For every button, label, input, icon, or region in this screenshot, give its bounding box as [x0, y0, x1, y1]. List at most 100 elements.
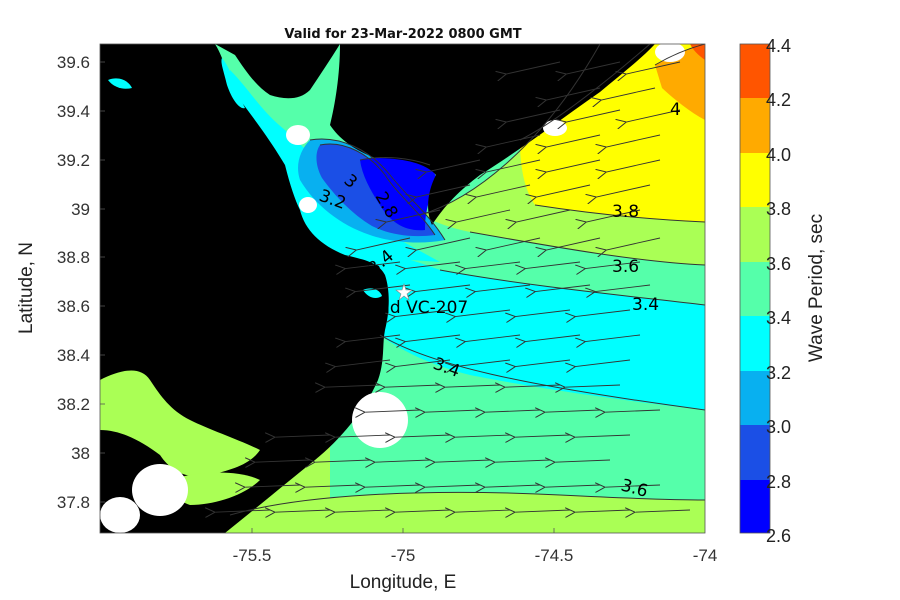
wave-arrow: [335, 359, 391, 367]
wave-arrow: [486, 134, 541, 147]
wave-arrow: [506, 61, 561, 74]
y-tick-label: 39.2: [57, 151, 90, 170]
wave-arrow: [365, 410, 421, 412]
wave-arrow: [525, 261, 581, 269]
wave-arrow: [585, 261, 641, 269]
wave-arrow: [606, 237, 661, 250]
colorbar-swatch-4-0: [740, 153, 770, 207]
station-marker[interactable]: Wind VC-207: [358, 283, 468, 318]
wave-arrow: [315, 460, 371, 462]
wave-arrow: [425, 485, 481, 487]
colorbar-swatch-4-4: [740, 44, 770, 98]
wave-arrow: [385, 385, 441, 387]
wave-arrow: [485, 410, 541, 412]
station-star-icon: [395, 283, 413, 301]
wave-arrow: [255, 460, 311, 462]
wave-arrow: [405, 334, 461, 342]
colorbar-tick-label: 3.0: [766, 417, 791, 437]
wave-arrow: [626, 61, 681, 74]
wave-arrow: [545, 410, 601, 412]
wave-arrow: [405, 261, 461, 269]
wave-arrow: [601, 87, 656, 100]
colorbar-swatch-2-8: [740, 480, 770, 533]
x-tick-label: -74: [693, 546, 718, 565]
wave-arrow: [395, 435, 451, 437]
wave-arrow: [596, 184, 651, 197]
wave-arrow: [435, 460, 491, 462]
wave-arrow: [426, 159, 481, 172]
land-delmarva-upper: [215, 44, 340, 99]
y-tick-label: 39: [71, 200, 90, 219]
wave-arrow: [575, 435, 631, 437]
wave-direction-arrows: [215, 61, 691, 512]
band-4-4: [690, 44, 705, 60]
wave-arrow: [275, 435, 331, 437]
wave-arrow: [515, 510, 571, 512]
wave-arrow: [566, 61, 621, 74]
contour-label-3-4-east: 3.4: [632, 295, 659, 315]
wave-arrow: [505, 385, 561, 387]
coastal-waterways: [100, 58, 382, 505]
colorbar-tick-label: 2.8: [766, 472, 791, 492]
x-axis-label: Longitude, E: [350, 572, 457, 593]
colorbar-frame: [739, 43, 771, 534]
map-plot-area: 4 3.8 3.6 3.4 3.4 3.6 3.4 3.2 3 2.8 Wind…: [100, 44, 705, 533]
colorbar-tick-label: 4.4: [766, 36, 791, 56]
chart-title: Valid for 23-Mar-2022 0800 GMT: [284, 27, 521, 42]
y-tick-label: 38.4: [57, 346, 90, 365]
wave-arrow: [575, 510, 631, 512]
wave-arrow: [566, 109, 621, 122]
colorbar-swatch-4-2: [740, 98, 770, 153]
wave-arrow: [455, 359, 511, 367]
colorbar-swatch-3-8: [740, 207, 770, 262]
colorbar-tick-label: 4.2: [766, 90, 791, 110]
wave-arrow: [345, 261, 401, 269]
wave-arrow: [465, 261, 521, 269]
wave-arrow: [546, 159, 601, 172]
band-3-4: [300, 240, 705, 410]
wave-arrow: [395, 510, 451, 512]
wave-arrow: [595, 284, 651, 292]
wave-arrow: [606, 159, 661, 172]
wave-arrow: [626, 109, 681, 122]
y-tick-label: 38.8: [57, 248, 90, 267]
wave-arrow: [515, 309, 571, 317]
wave-arrow: [485, 485, 541, 487]
wave-arrow: [416, 184, 471, 197]
wave-arrow: [455, 309, 511, 317]
wave-arrow: [455, 435, 511, 437]
wave-arrow: [585, 334, 641, 342]
x-axis: -75.5 -75 -74.5 -74: [233, 528, 718, 565]
wave-arrow: [546, 134, 601, 147]
wave-arrow: [305, 485, 361, 487]
x-tick-label: -74.5: [535, 546, 574, 565]
station-label: Wind VC-207: [358, 298, 468, 318]
x-tick-label: -75.5: [233, 546, 272, 565]
y-tick-label: 37.8: [57, 493, 90, 512]
wave-arrow: [345, 334, 401, 342]
colorbar-swatch-3-6: [740, 262, 770, 316]
wave-arrow: [545, 485, 601, 487]
colorbar-swatch-3-0: [740, 425, 770, 480]
colorbar-tick-label: 4.0: [766, 145, 791, 165]
land-new-jersey: [330, 44, 655, 225]
colorbar-tick-label: 3.2: [766, 363, 791, 383]
contour-label-4-0: 4: [670, 100, 681, 120]
wave-arrow: [475, 284, 531, 292]
wave-arrow: [495, 460, 551, 462]
wave-arrow: [535, 284, 591, 292]
wave-arrow: [546, 237, 601, 250]
wave-arrow: [516, 209, 571, 222]
wave-arrow: [555, 460, 611, 462]
wave-arrow: [415, 284, 471, 292]
colorbar-label: Wave Period, sec: [806, 214, 827, 362]
wave-arrow: [525, 334, 581, 342]
wave-arrow: [536, 184, 591, 197]
wave-arrow: [445, 385, 501, 387]
y-axis-label: Latitude, N: [16, 242, 37, 334]
band-4-0: [520, 44, 705, 222]
colorbar-tick-label: 3.8: [766, 199, 791, 219]
wave-arrow: [215, 510, 271, 512]
wave-arrow: [575, 309, 631, 317]
